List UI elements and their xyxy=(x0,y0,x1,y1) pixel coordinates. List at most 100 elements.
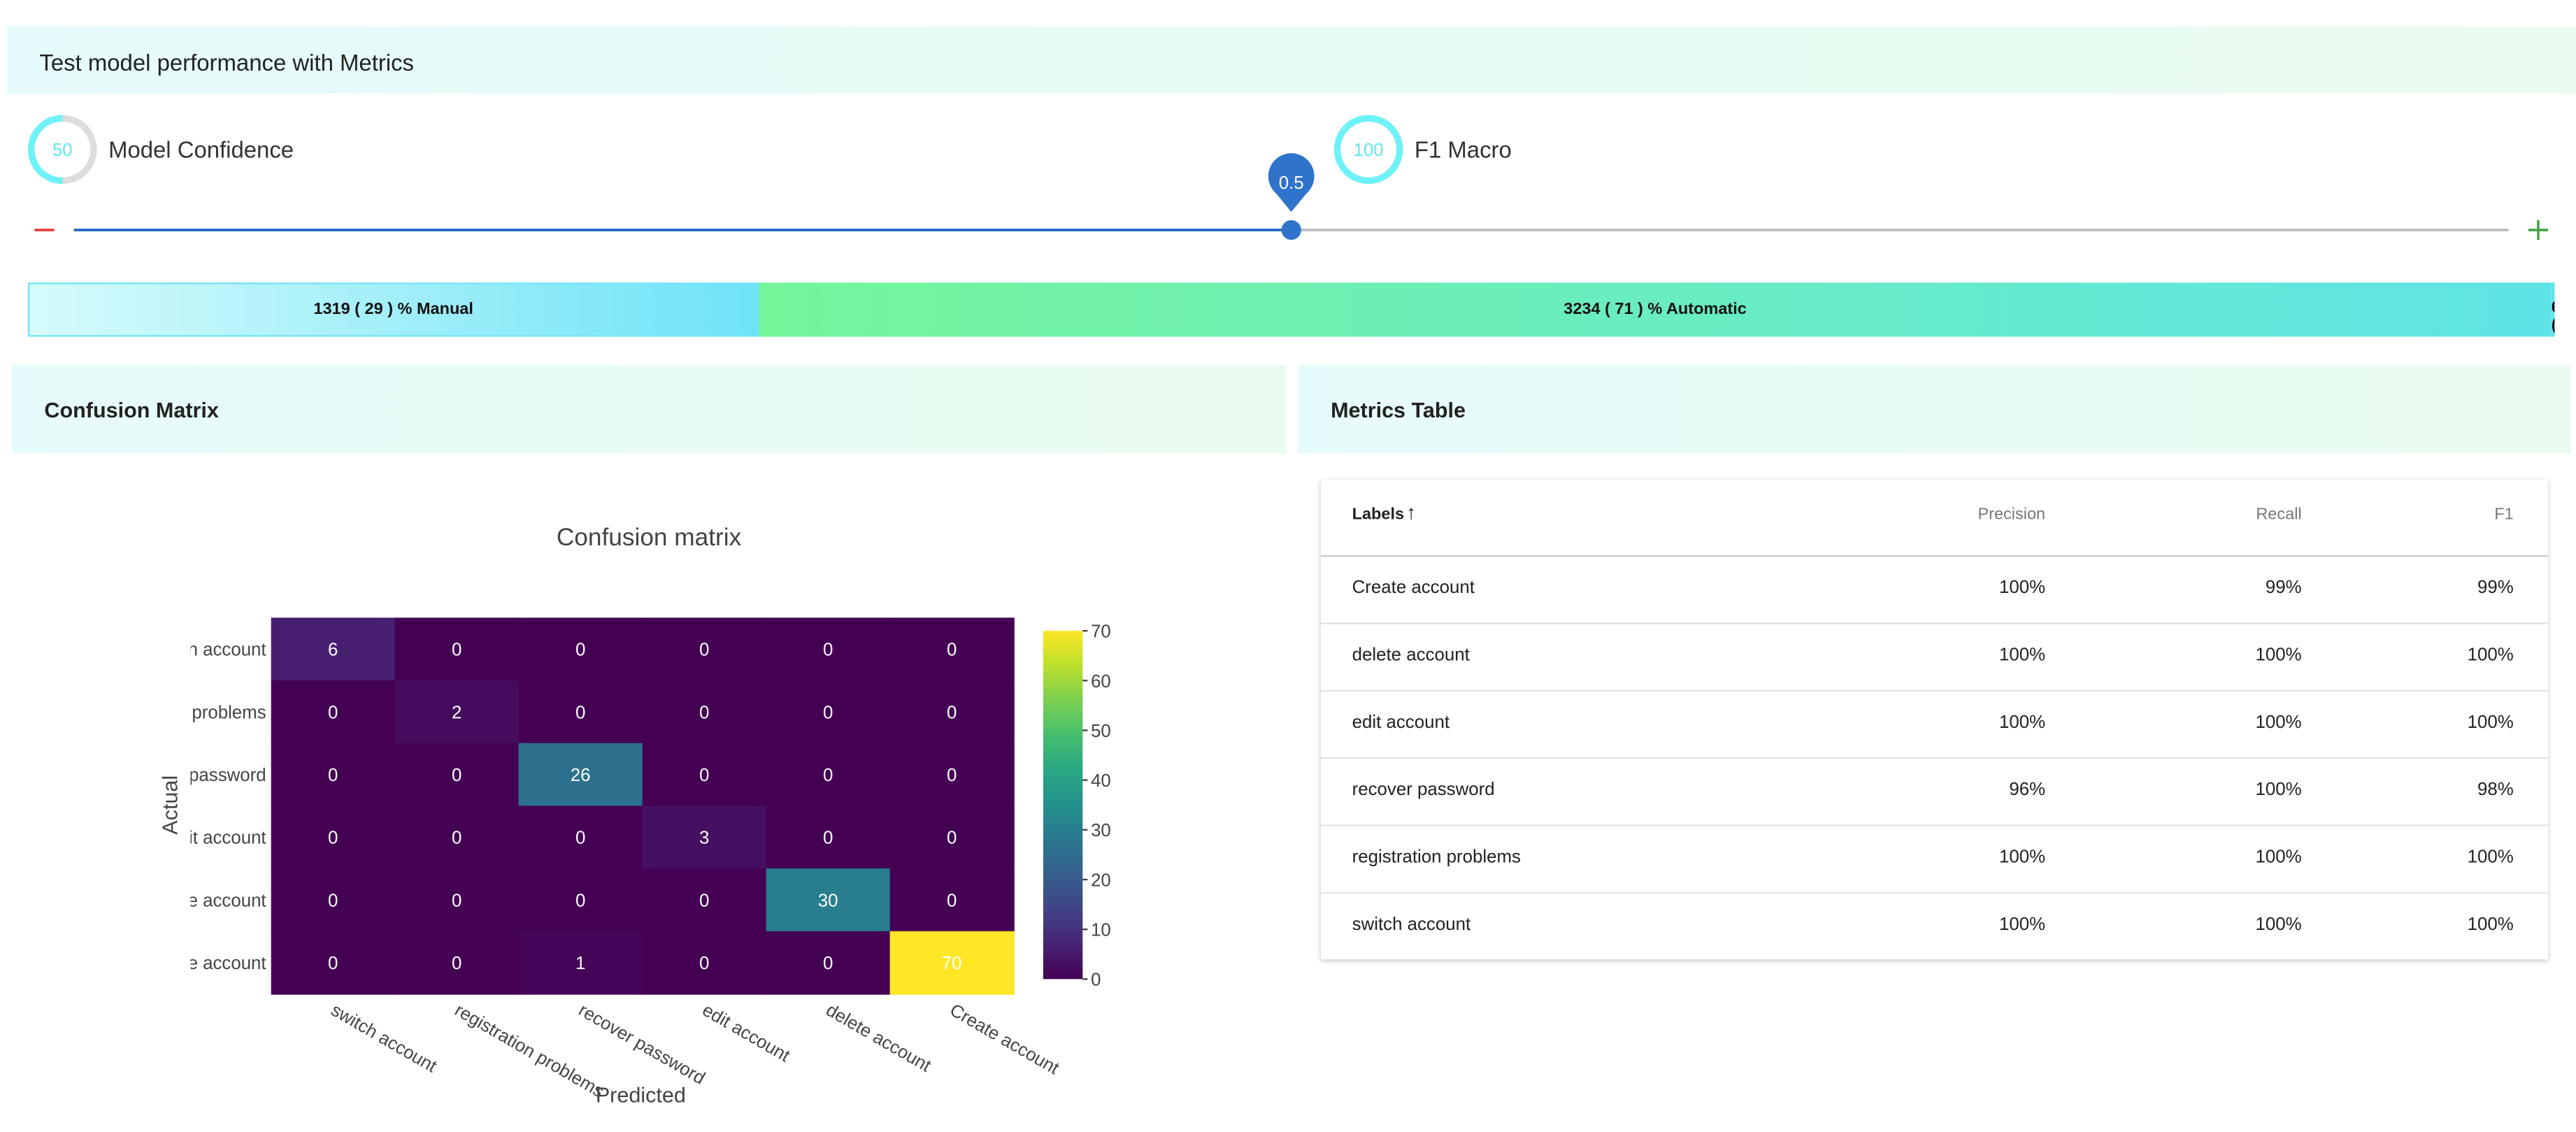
cell-label: 3 xyxy=(699,829,709,848)
heatmap-cell xyxy=(271,868,396,932)
row-divider xyxy=(1320,891,2549,894)
colorbar-label: 40 xyxy=(1091,771,1111,791)
cell-label: 0 xyxy=(947,891,957,910)
cell-label: 0 xyxy=(575,640,585,660)
y-tick-label: edit account xyxy=(169,829,266,848)
y-tick-label: registration problems xyxy=(97,703,266,722)
y-axis-title: Actual xyxy=(159,775,183,835)
controls: 50 Model Confidence 100 F1 Macro 0.5 xyxy=(27,115,2549,241)
page-title: Test model performance with Metrics xyxy=(39,49,415,76)
cell-label: 0 xyxy=(699,891,709,910)
table-cell: Create account xyxy=(1352,578,1475,599)
table-cell: 100% xyxy=(2255,712,2302,733)
cell-label: 0 xyxy=(575,829,585,848)
table-cell: 100% xyxy=(2255,915,2302,935)
cell-label: 0 xyxy=(699,766,709,785)
y-tick-label: switch account xyxy=(148,640,266,660)
heatmap-cell xyxy=(518,868,643,932)
heatmap-cell xyxy=(394,805,520,870)
gauge-label: F1 Macro xyxy=(1415,137,1512,163)
colorbar-label: 20 xyxy=(1091,871,1111,890)
heatmap-cell xyxy=(889,805,1015,870)
segment-label: 6 ( 0 ) % xyxy=(2552,299,2555,337)
gauge-value: 100 xyxy=(1354,141,1384,160)
cell-label: 0 xyxy=(328,954,338,973)
cell-label: 0 xyxy=(328,703,338,722)
table-cell: 96% xyxy=(2009,780,2046,801)
heatmap-cell xyxy=(642,868,767,932)
plus-button[interactable] xyxy=(2528,220,2549,241)
y-tick-label: delete account xyxy=(149,891,266,910)
cell-label: 26 xyxy=(571,766,591,785)
heatmap-cell xyxy=(518,680,643,744)
x-tick-label: edit account xyxy=(699,1001,793,1066)
distribution-bar: 1319 ( 29 ) % Manual 3234 ( 71 ) % Automa… xyxy=(27,282,2555,337)
y-tick-label: recover password xyxy=(124,766,266,785)
cell-label: 0 xyxy=(823,703,833,722)
heatmap-cell xyxy=(889,680,1015,744)
x-tick-label: recover password xyxy=(575,1001,708,1089)
cell-label: 2 xyxy=(452,703,461,722)
cell-label: 0 xyxy=(699,703,709,722)
cell-label: 1 xyxy=(575,954,585,973)
heatmap-cell xyxy=(271,805,396,870)
table-cell: 100% xyxy=(1999,712,2046,733)
column-header[interactable]: Labels xyxy=(1352,506,1405,524)
table-cell: 100% xyxy=(1999,915,2046,935)
table-cell: 100% xyxy=(2467,915,2514,935)
segment-label: 3234 ( 71 ) % Automatic xyxy=(1564,300,1747,319)
x-axis-title: Predicted xyxy=(596,1084,686,1108)
heatmap-cell xyxy=(271,931,396,995)
table-cell: 100% xyxy=(1999,645,2046,666)
heatmap-cell xyxy=(394,931,520,995)
gauge-arc xyxy=(1333,115,1403,185)
gauge-label: Model Confidence xyxy=(108,137,294,163)
segment-label: 1319 ( 29 ) % Manual xyxy=(313,300,473,319)
table-cell: 100% xyxy=(2467,847,2514,868)
heatmap-cell xyxy=(889,931,1015,995)
colorbar-label: 50 xyxy=(1091,722,1111,741)
section-header xyxy=(11,364,1287,454)
table-cell: 100% xyxy=(2467,712,2514,733)
x-tick-label: Create account xyxy=(946,1001,1062,1079)
row-divider xyxy=(1320,622,2549,624)
table-cell: 100% xyxy=(2255,780,2302,801)
cell-label: 0 xyxy=(823,829,833,848)
cell-label: 0 xyxy=(699,640,709,660)
colorbar-label: 70 xyxy=(1091,622,1111,642)
cell-label: 0 xyxy=(328,829,338,848)
column-header: Precision xyxy=(1977,506,2046,524)
cell-label: 0 xyxy=(947,640,957,660)
cell-label: 0 xyxy=(452,829,461,848)
cell-label: 0 xyxy=(452,766,461,785)
table-cell: edit account xyxy=(1352,712,1450,733)
column-header: Recall xyxy=(2256,506,2302,524)
slider-thumb[interactable] xyxy=(1281,220,1301,241)
row-divider xyxy=(1320,689,2549,692)
cell-label: 0 xyxy=(575,703,585,722)
heatmap-cell xyxy=(642,805,767,870)
heatmap-cell xyxy=(271,617,396,682)
heatmap-cell xyxy=(271,743,396,807)
cell-label: 30 xyxy=(818,891,838,910)
section-title: Confusion Matrix xyxy=(44,397,219,422)
cell-label: 0 xyxy=(947,703,957,722)
header xyxy=(6,26,2576,94)
heatmap-cell xyxy=(766,680,891,744)
y-labels: switch account registration problems recov… xyxy=(97,640,266,973)
heatmap-cell xyxy=(889,868,1015,932)
y-tick-label: Create account xyxy=(143,954,266,973)
gauge-value: 50 xyxy=(52,141,73,160)
cell-label: 0 xyxy=(575,891,585,910)
cell-label: 0 xyxy=(452,954,461,973)
colorbar-label: 10 xyxy=(1091,921,1111,940)
sort-icon: ↑ xyxy=(1406,501,1417,524)
heatmap-cell xyxy=(394,868,520,932)
table-cell: 100% xyxy=(1999,578,2046,599)
colorbar-label: 60 xyxy=(1091,672,1111,692)
slider-bubble xyxy=(1268,153,1315,213)
cell-label: 0 xyxy=(328,766,338,785)
cell-label: 0 xyxy=(823,640,833,660)
heatmap-cell xyxy=(766,743,891,807)
